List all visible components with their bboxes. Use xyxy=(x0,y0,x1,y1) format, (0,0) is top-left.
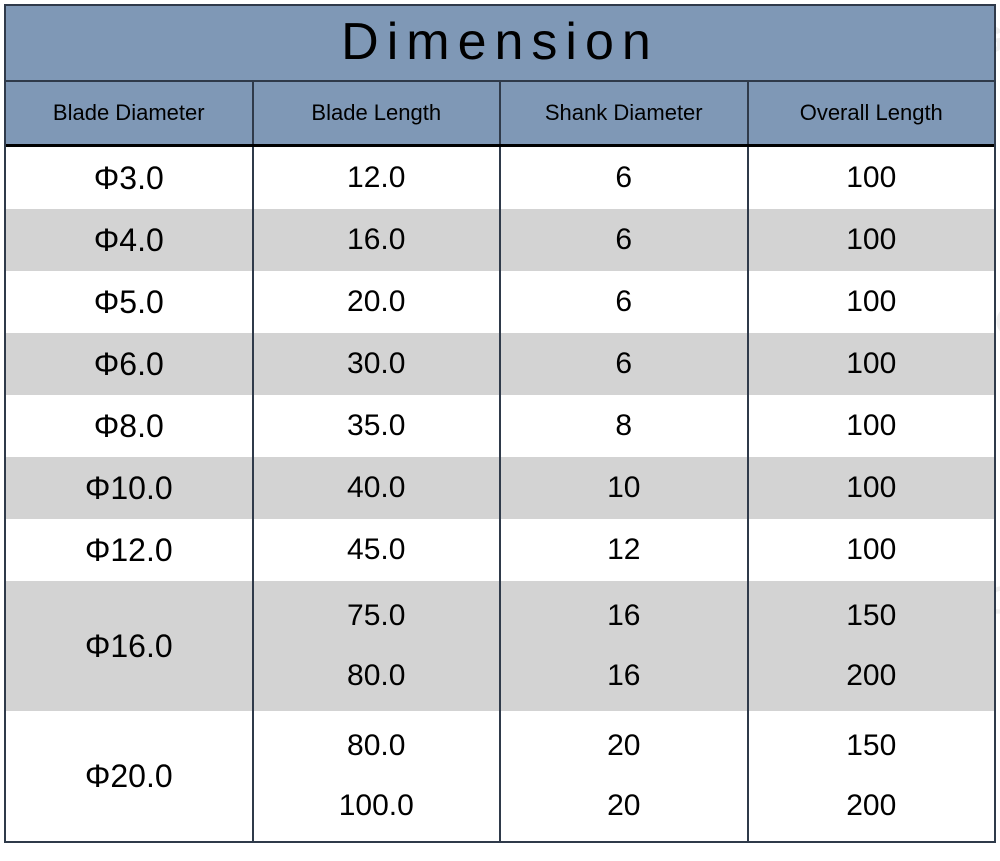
cell-subvalue: 200 xyxy=(846,789,896,823)
cell-blade-diameter: Φ6.0 xyxy=(6,333,254,395)
cell-blade-diameter: Φ12.0 xyxy=(6,519,254,581)
cell-value: 6 xyxy=(501,147,749,209)
cell-subvalue: 150 xyxy=(846,729,896,763)
cell-value: 12 xyxy=(501,519,749,581)
cell-value: 12.0 xyxy=(254,147,502,209)
cell-blade-diameter: Φ3.0 xyxy=(6,147,254,209)
cell-blade-diameter: Φ8.0 xyxy=(6,395,254,457)
cell-value: 1616 xyxy=(501,581,749,711)
cell-value: 150 200 xyxy=(749,711,995,841)
cell-value: 100 xyxy=(749,395,995,457)
cell-value: 6 xyxy=(501,271,749,333)
cell-value: 2020 xyxy=(501,711,749,841)
cell-subvalue: 75.0 xyxy=(347,599,405,633)
cell-value: 20.0 xyxy=(254,271,502,333)
cell-value: 75.0 80.0 xyxy=(254,581,502,711)
table-row: Φ10.040.010100 xyxy=(6,457,994,519)
cell-value: 80.0 100.0 xyxy=(254,711,502,841)
cell-value: 100 xyxy=(749,271,995,333)
cell-blade-diameter: Φ10.0 xyxy=(6,457,254,519)
table-header-row: Blade Diameter Blade Length Shank Diamet… xyxy=(6,82,994,147)
cell-value: 6 xyxy=(501,209,749,271)
cell-value: 100 xyxy=(749,209,995,271)
cell-subvalue: 100.0 xyxy=(339,789,414,823)
cell-value: 6 xyxy=(501,333,749,395)
table-row: Φ8.035.08100 xyxy=(6,395,994,457)
cell-blade-diameter: Φ20.0 xyxy=(6,711,254,841)
cell-value: 40.0 xyxy=(254,457,502,519)
cell-value: 30.0 xyxy=(254,333,502,395)
cell-subvalue: 80.0 xyxy=(347,729,405,763)
col-header-blade-diameter: Blade Diameter xyxy=(6,82,254,144)
table-row: Φ20.080.0100.02020150200 xyxy=(6,711,994,841)
cell-value: 45.0 xyxy=(254,519,502,581)
cell-value: 100 xyxy=(749,519,995,581)
cell-blade-diameter: Φ16.0 xyxy=(6,581,254,711)
table-row: Φ3.012.06100 xyxy=(6,147,994,209)
cell-blade-diameter: Φ5.0 xyxy=(6,271,254,333)
cell-subvalue: 150 xyxy=(846,599,896,633)
table-row: Φ16.075.080.01616150200 xyxy=(6,581,994,711)
cell-subvalue: 16 xyxy=(607,599,640,633)
cell-subvalue: 80.0 xyxy=(347,659,405,693)
table-body: Φ3.012.06100Φ4.016.06100Φ5.020.06100Φ6.0… xyxy=(6,147,994,841)
col-header-shank-diameter: Shank Diameter xyxy=(501,82,749,144)
cell-blade-diameter: Φ4.0 xyxy=(6,209,254,271)
cell-value: 35.0 xyxy=(254,395,502,457)
dimension-table: Dimension Blade Diameter Blade Length Sh… xyxy=(4,4,996,843)
cell-value: 16.0 xyxy=(254,209,502,271)
cell-subvalue: 200 xyxy=(846,659,896,693)
cell-value: 100 xyxy=(749,147,995,209)
cell-value: 10 xyxy=(501,457,749,519)
cell-subvalue: 16 xyxy=(607,659,640,693)
col-header-overall-length: Overall Length xyxy=(749,82,995,144)
cell-value: 150 200 xyxy=(749,581,995,711)
table-row: Φ12.045.012100 xyxy=(6,519,994,581)
table-title: Dimension xyxy=(341,6,659,80)
cell-subvalue: 20 xyxy=(607,789,640,823)
table-row: Φ5.020.06100 xyxy=(6,271,994,333)
cell-value: 100 xyxy=(749,333,995,395)
col-header-blade-length: Blade Length xyxy=(254,82,502,144)
table-row: Φ4.016.06100 xyxy=(6,209,994,271)
cell-subvalue: 20 xyxy=(607,729,640,763)
cell-value: 8 xyxy=(501,395,749,457)
table-title-row: Dimension xyxy=(6,6,994,82)
cell-value: 100 xyxy=(749,457,995,519)
table-row: Φ6.030.06100 xyxy=(6,333,994,395)
